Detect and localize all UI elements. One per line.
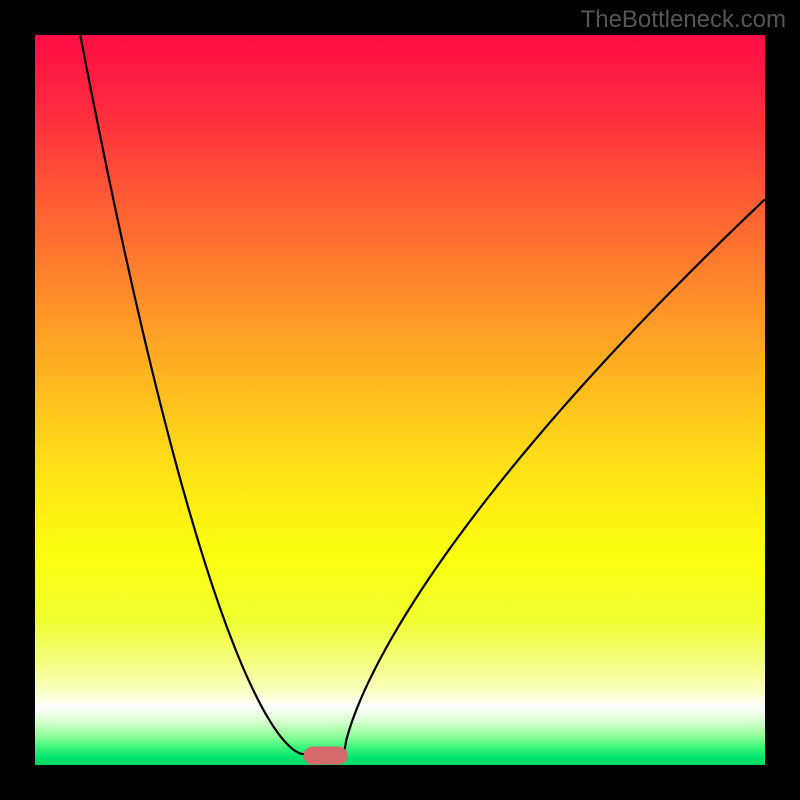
- watermark-text: TheBottleneck.com: [581, 6, 786, 34]
- plot-background: [35, 35, 765, 765]
- optimum-marker: [304, 747, 348, 765]
- bottleneck-chart: [0, 0, 800, 800]
